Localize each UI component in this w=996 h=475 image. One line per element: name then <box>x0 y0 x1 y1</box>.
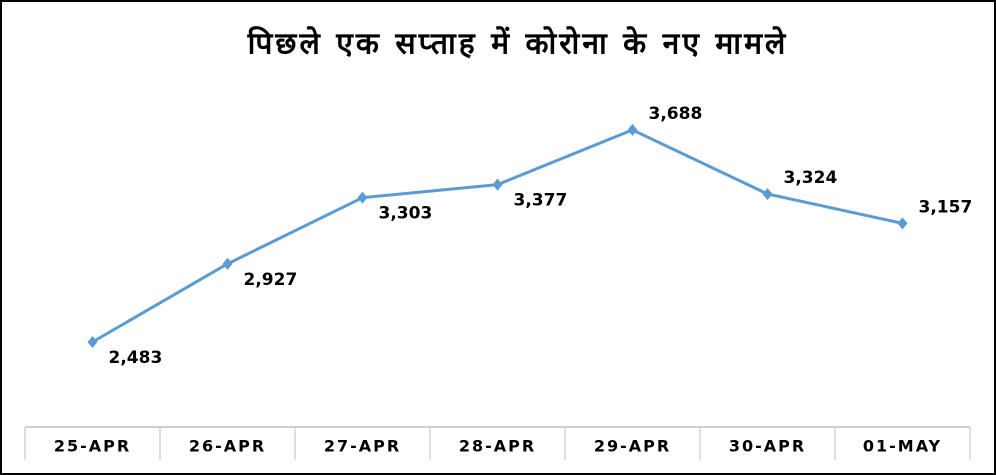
chart-title: पिछले एक सप्ताह में कोरोना के नए मामले <box>247 26 789 62</box>
x-tick-label: 30-APR <box>729 437 806 456</box>
x-tick-label: 25-APR <box>54 437 131 456</box>
data-label: 2,927 <box>244 270 298 290</box>
data-point <box>357 191 368 204</box>
data-point <box>897 217 908 230</box>
data-label: 3,303 <box>379 204 433 224</box>
x-tick-label: 01-MAY <box>863 437 942 456</box>
data-label: 2,483 <box>109 348 163 368</box>
x-tick-label: 29-APR <box>594 437 671 456</box>
data-point <box>492 178 503 191</box>
data-point <box>222 257 233 270</box>
data-label: 3,688 <box>649 104 703 124</box>
data-point <box>87 335 98 348</box>
data-label: 3,324 <box>784 168 838 188</box>
data-point <box>762 187 773 200</box>
x-tick-label: 28-APR <box>459 437 536 456</box>
data-point <box>627 123 638 136</box>
x-tick-label: 26-APR <box>189 437 266 456</box>
data-label: 3,157 <box>919 197 973 217</box>
data-label: 3,377 <box>514 191 568 211</box>
x-tick-label: 27-APR <box>324 437 401 456</box>
